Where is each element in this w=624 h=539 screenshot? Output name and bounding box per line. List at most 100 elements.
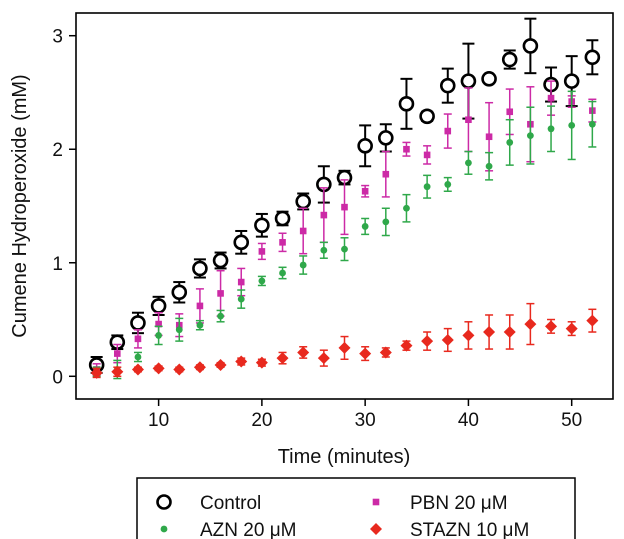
data-point — [361, 223, 369, 230]
data-point — [547, 125, 555, 133]
legend: Control PBN 20 μM AZN 20 μM STAZN 10 μM — [136, 477, 576, 539]
x-tick-label: 30 — [355, 410, 376, 431]
data-point — [524, 318, 537, 331]
legend-item: STAZN 10 μM — [370, 520, 529, 539]
data-point — [465, 116, 472, 124]
data-point — [150, 298, 167, 314]
data-point — [299, 227, 307, 235]
data-point — [233, 234, 250, 251]
data-point — [485, 133, 493, 141]
data-point — [545, 320, 558, 333]
data-point — [481, 71, 497, 87]
data-point — [175, 326, 183, 334]
x-tick-label: 20 — [251, 410, 272, 431]
data-point — [152, 362, 165, 375]
legend-label: PBN 20 μM — [410, 493, 508, 514]
data-point — [155, 332, 163, 339]
series-0 — [88, 17, 601, 374]
data-point — [382, 218, 390, 226]
data-point — [279, 269, 286, 277]
data-point — [276, 352, 289, 365]
data-point — [299, 261, 307, 269]
data-point — [131, 363, 144, 376]
series-2 — [92, 90, 597, 380]
data-point — [584, 49, 601, 66]
x-tick-label: 50 — [561, 410, 582, 431]
data-point — [357, 138, 373, 154]
data-point — [235, 355, 248, 368]
data-point — [114, 350, 121, 357]
y-tick-label: 3 — [52, 27, 63, 48]
data-point — [134, 353, 142, 361]
data-point — [171, 284, 188, 301]
data-point — [444, 127, 452, 135]
data-point — [196, 302, 204, 310]
legend-items: Control PBN 20 μM AZN 20 μM STAZN 10 μM — [156, 493, 529, 539]
data-point — [297, 346, 310, 359]
data-point — [192, 260, 208, 277]
data-point — [320, 211, 328, 219]
data-point — [378, 130, 394, 146]
data-point — [400, 339, 413, 352]
legend-item: Control — [156, 493, 261, 514]
data-point — [237, 278, 245, 286]
data-point — [503, 326, 516, 339]
data-point — [254, 217, 270, 234]
legend-box — [136, 477, 576, 539]
data-point — [361, 187, 369, 195]
legend-label: Control — [200, 493, 261, 514]
plot-area — [88, 17, 601, 380]
legend-marker — [160, 525, 168, 533]
data-point — [506, 139, 514, 146]
data-point — [214, 358, 227, 371]
y-tick-label: 1 — [52, 254, 63, 275]
data-point — [522, 38, 539, 54]
data-point — [196, 321, 204, 329]
data-point — [444, 181, 452, 188]
data-point — [155, 320, 162, 328]
data-point — [501, 51, 518, 68]
data-point — [258, 277, 266, 285]
data-point — [279, 239, 286, 246]
data-point — [317, 352, 330, 365]
data-point — [258, 248, 266, 255]
data-point — [217, 290, 224, 297]
series-3 — [90, 302, 599, 379]
legend-marker — [156, 494, 172, 510]
series-1 — [92, 80, 597, 376]
data-point — [217, 312, 224, 320]
y-tick-label: 2 — [52, 140, 63, 161]
data-point — [130, 315, 146, 331]
data-point — [274, 210, 291, 227]
data-point — [423, 183, 431, 191]
data-point — [586, 314, 599, 327]
data-point — [485, 162, 493, 170]
y-tick-label: 0 — [52, 367, 63, 388]
data-point — [295, 193, 311, 210]
data-point — [90, 366, 103, 379]
data-point — [341, 245, 348, 253]
axis-ticks: 10 20 30 40 50 0 1 2 3 — [52, 27, 582, 431]
data-point — [320, 246, 328, 254]
legend-marker — [370, 523, 382, 535]
x-tick-label: 10 — [148, 410, 169, 431]
data-point — [379, 346, 392, 359]
data-point — [439, 77, 456, 94]
data-point — [506, 108, 514, 116]
data-point — [419, 108, 435, 125]
data-point — [588, 120, 596, 128]
data-point — [547, 94, 555, 102]
data-point — [382, 170, 390, 178]
data-point — [403, 204, 410, 212]
data-point — [341, 203, 348, 211]
data-point — [565, 322, 578, 335]
legend-item: PBN 20 μM — [372, 493, 508, 514]
data-point — [338, 341, 351, 354]
data-point — [237, 295, 245, 303]
data-point — [423, 151, 431, 159]
data-point — [403, 145, 410, 153]
data-point — [526, 132, 534, 140]
legend-marker — [372, 498, 380, 506]
plot-frame — [75, 12, 614, 400]
